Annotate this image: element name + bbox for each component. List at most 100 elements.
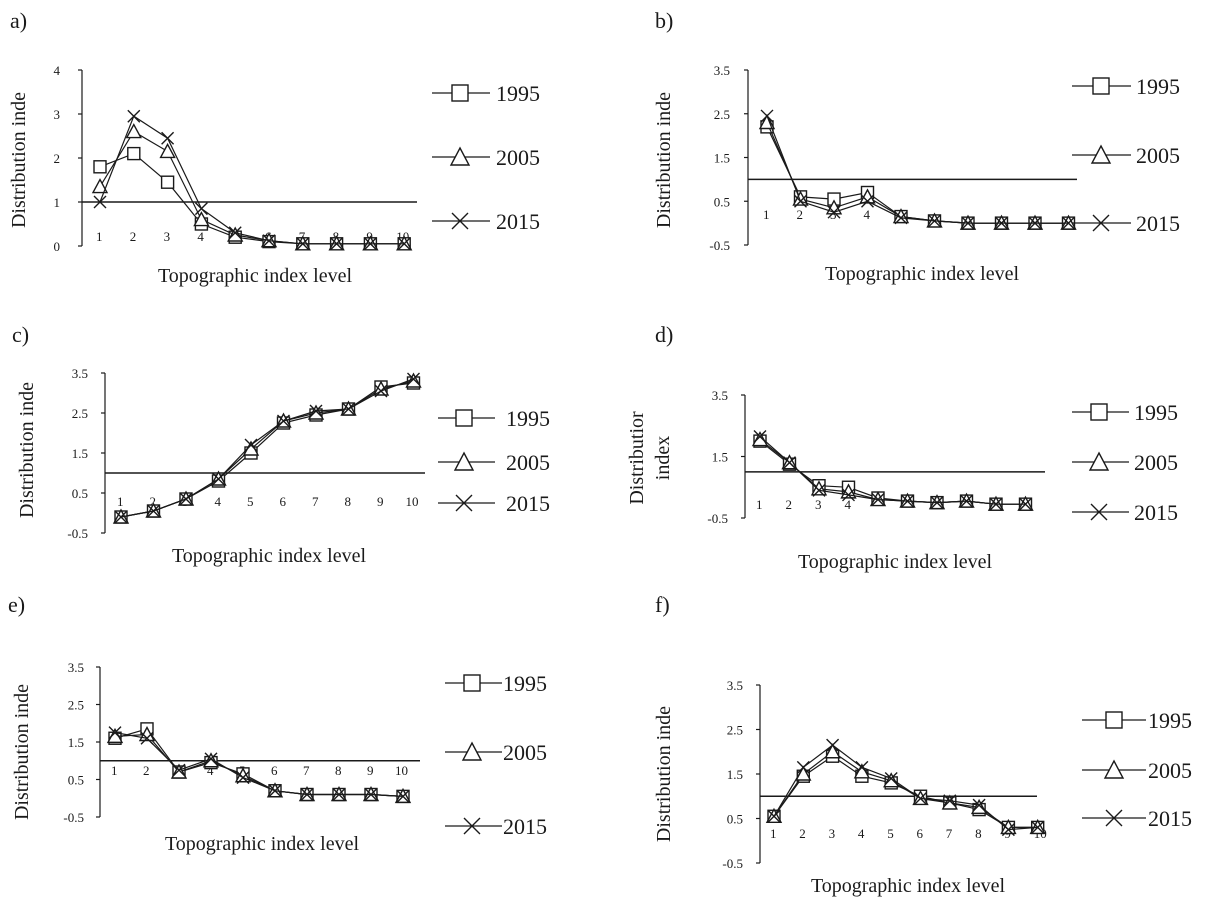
x-tick-label: 1 xyxy=(770,826,777,841)
legend-item-2015: 2015 xyxy=(432,209,540,234)
legend-item-2015: 2015 xyxy=(445,814,547,839)
data-point xyxy=(943,794,957,808)
data-point xyxy=(342,402,355,416)
series-1995 xyxy=(114,376,421,524)
data-point xyxy=(407,372,420,386)
legend-label: 1995 xyxy=(506,406,550,431)
series-line xyxy=(114,732,404,797)
series-2005 xyxy=(758,114,1077,230)
data-point xyxy=(855,760,869,774)
legend-label: 2005 xyxy=(506,450,550,475)
data-point xyxy=(160,175,175,189)
series-line xyxy=(766,126,1069,224)
x-tick-label: 10 xyxy=(395,763,408,778)
legend: 1995 2005 2015 xyxy=(438,406,550,516)
data-point xyxy=(204,752,218,766)
data-point xyxy=(812,483,826,497)
data-point xyxy=(268,784,282,798)
legend-square-marker xyxy=(451,84,469,102)
x-tick-label: 9 xyxy=(377,494,384,509)
data-point xyxy=(159,142,176,159)
x-tick-label: 4 xyxy=(215,494,222,509)
series-2015 xyxy=(753,430,1032,511)
legend-triangle-marker xyxy=(449,146,471,166)
x-tick-label: 6 xyxy=(280,494,287,509)
legend-item-1995: 1995 xyxy=(1082,708,1192,733)
data-point xyxy=(227,226,244,242)
legend-x-marker xyxy=(1105,809,1123,827)
data-point xyxy=(396,789,410,803)
legend-item-1995: 1995 xyxy=(432,81,540,106)
x-tick-label: 4 xyxy=(207,763,214,778)
x-axis-title: Topographic index level xyxy=(172,545,367,567)
x-tick-label: 9 xyxy=(367,763,374,778)
series-2005 xyxy=(91,123,413,251)
data-point xyxy=(970,798,988,815)
data-point xyxy=(161,131,175,145)
x-axis-title: Topographic index level xyxy=(165,833,360,855)
y-tick-label: 0.5 xyxy=(714,194,730,209)
data-point xyxy=(767,809,781,823)
legend-item-1995: 1995 xyxy=(438,406,550,431)
x-tick-label: 3 xyxy=(164,229,171,244)
series-line xyxy=(773,751,1038,829)
data-point xyxy=(179,492,193,506)
data-point xyxy=(236,771,250,785)
data-point xyxy=(147,504,160,518)
data-point xyxy=(989,497,1003,511)
x-tick-label: 8 xyxy=(345,494,352,509)
series-2015 xyxy=(108,726,410,803)
x-tick-label: 8 xyxy=(333,229,340,244)
x-tick-label: 3 xyxy=(815,497,822,512)
panel-4: d) -0.5 1.5 3.5 1 2 3 4 Topographic index level D… xyxy=(626,322,1178,573)
legend-triangle-marker xyxy=(1103,759,1125,779)
data-point xyxy=(330,237,344,251)
y-tick-label: 1.5 xyxy=(727,767,743,782)
legend-triangle-marker xyxy=(461,741,483,761)
legend: 1995 2005 2015 xyxy=(1082,708,1192,831)
x-tick-label: 9 xyxy=(366,229,373,244)
y-axis-title: Distribution inde xyxy=(11,684,33,820)
y-axis-title: Distribution inde xyxy=(653,706,675,842)
series-2015 xyxy=(114,372,420,524)
legend-label: 1995 xyxy=(1136,74,1180,99)
x-tick-label: 4 xyxy=(864,207,871,222)
data-point xyxy=(972,798,986,812)
legend-label: 2015 xyxy=(1136,211,1180,236)
x-tick-label: 2 xyxy=(130,229,137,244)
y-tick-label: 0.5 xyxy=(727,812,743,827)
data-point xyxy=(91,178,109,194)
data-point xyxy=(871,493,885,507)
data-point xyxy=(760,109,774,123)
legend: 1995 2005 2015 xyxy=(432,81,540,234)
y-tick-label: 0.5 xyxy=(72,486,88,501)
data-point xyxy=(194,202,208,216)
data-point xyxy=(93,195,107,209)
legend-item-2015: 2015 xyxy=(1082,806,1192,831)
legend: 1995 2005 2015 xyxy=(445,671,547,839)
legend-item-2005: 2005 xyxy=(1072,143,1180,168)
data-point xyxy=(753,430,767,444)
panel-label: d) xyxy=(655,322,673,347)
series-line xyxy=(120,382,414,518)
legend-item-1995: 1995 xyxy=(445,671,547,696)
x-tick-label: 1 xyxy=(763,207,770,222)
data-point xyxy=(296,237,310,251)
legend-label: 1995 xyxy=(1134,400,1178,425)
data-point xyxy=(783,456,796,470)
legend-x-marker xyxy=(451,212,469,230)
series-line xyxy=(120,380,414,518)
data-point xyxy=(842,488,855,502)
series-2015 xyxy=(767,738,1045,837)
data-point xyxy=(941,794,958,810)
data-point xyxy=(172,763,186,777)
data-point xyxy=(228,226,242,240)
data-point xyxy=(332,788,346,801)
data-point xyxy=(1001,823,1015,837)
y-tick-label: 1 xyxy=(54,195,61,210)
y-tick-label: 3.5 xyxy=(727,678,743,693)
legend-item-2005: 2005 xyxy=(432,145,540,170)
y-tick-label: 2 xyxy=(54,151,61,166)
series-1995 xyxy=(108,722,410,804)
